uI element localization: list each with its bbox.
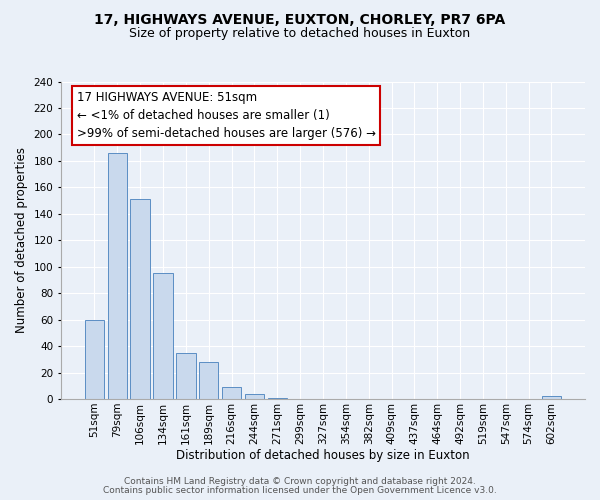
Text: 17, HIGHWAYS AVENUE, EUXTON, CHORLEY, PR7 6PA: 17, HIGHWAYS AVENUE, EUXTON, CHORLEY, PR… bbox=[94, 12, 506, 26]
Text: Contains public sector information licensed under the Open Government Licence v3: Contains public sector information licen… bbox=[103, 486, 497, 495]
Bar bbox=[199, 362, 218, 399]
Bar bbox=[107, 153, 127, 399]
Y-axis label: Number of detached properties: Number of detached properties bbox=[15, 148, 28, 334]
Bar bbox=[85, 320, 104, 399]
X-axis label: Distribution of detached houses by size in Euxton: Distribution of detached houses by size … bbox=[176, 450, 470, 462]
Bar bbox=[130, 200, 150, 399]
Bar bbox=[154, 274, 173, 399]
Text: Contains HM Land Registry data © Crown copyright and database right 2024.: Contains HM Land Registry data © Crown c… bbox=[124, 477, 476, 486]
Text: 17 HIGHWAYS AVENUE: 51sqm
← <1% of detached houses are smaller (1)
>99% of semi-: 17 HIGHWAYS AVENUE: 51sqm ← <1% of detac… bbox=[77, 91, 376, 140]
Text: Size of property relative to detached houses in Euxton: Size of property relative to detached ho… bbox=[130, 28, 470, 40]
Bar bbox=[542, 396, 561, 399]
Bar bbox=[268, 398, 287, 399]
Bar bbox=[176, 352, 196, 399]
Bar bbox=[222, 387, 241, 399]
Bar bbox=[245, 394, 264, 399]
